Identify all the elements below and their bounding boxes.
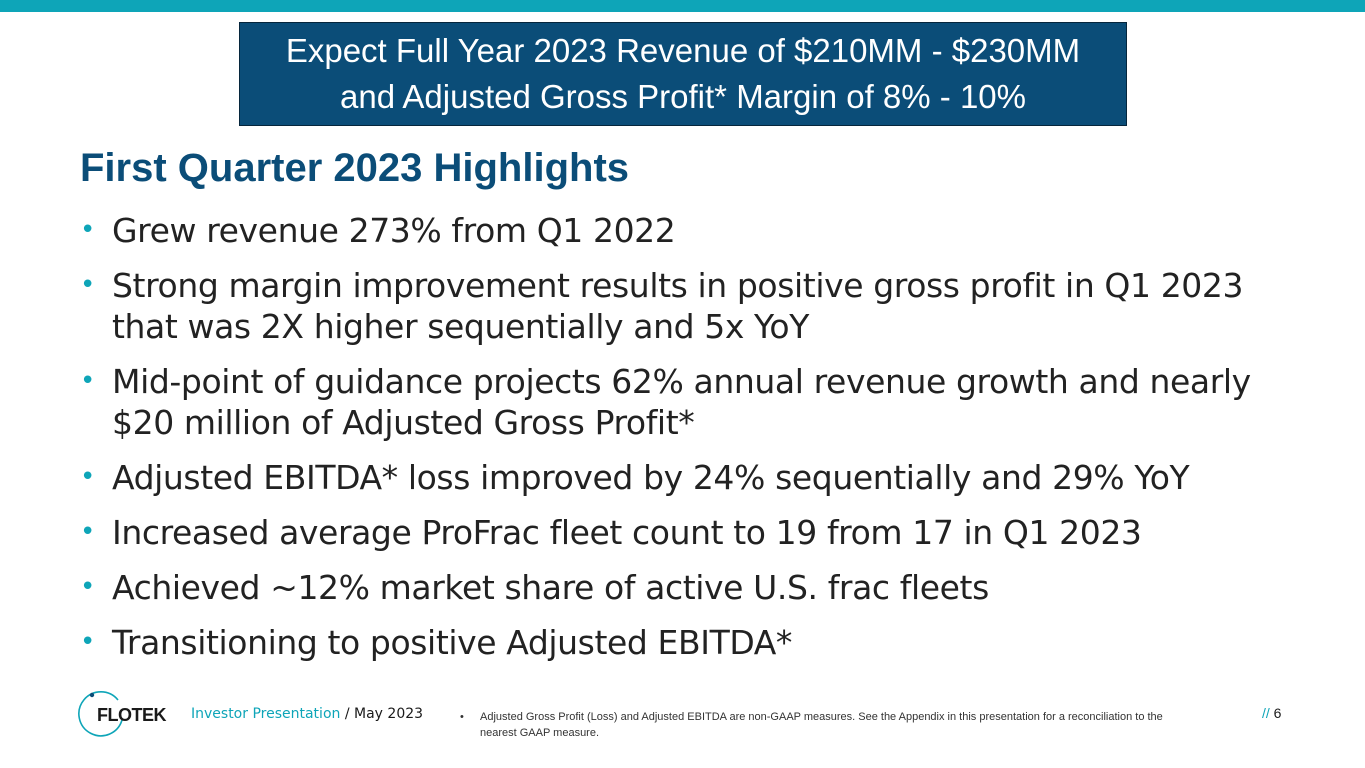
footer-date: May 2023 [354, 706, 424, 722]
list-item: • Grew revenue 273% from Q1 2022 [80, 210, 1320, 251]
bullet-icon: • [80, 627, 95, 657]
logo-text: FLOTEK [97, 705, 167, 725]
guidance-banner: Expect Full Year 2023 Revenue of $210MM … [239, 22, 1127, 126]
slide-title: First Quarter 2023 Highlights [80, 146, 630, 190]
footnote: • Adjusted Gross Profit (Loss) and Adjus… [460, 709, 1180, 741]
footer-presentation: Investor Presentation [191, 706, 341, 722]
bullet-text: Increased average ProFrac fleet count to… [112, 513, 1142, 552]
page-number-value: 6 [1273, 705, 1282, 721]
bullet-icon: • [80, 366, 95, 396]
footnote-bullet-icon: • [460, 711, 464, 723]
page-slashes: // [1262, 705, 1270, 721]
bullet-icon: • [80, 215, 95, 245]
bullet-text: Mid-point of guidance projects 62% annua… [112, 362, 1251, 401]
footer-label: Investor Presentation / May 2023 [191, 706, 423, 722]
footnote-text: Adjusted Gross Profit (Loss) and Adjuste… [480, 711, 1163, 739]
bullet-icon: • [80, 462, 95, 492]
highlights-list: • Grew revenue 273% from Q1 2022 • Stron… [80, 210, 1320, 663]
bullet-text: Achieved ~12% market share of active U.S… [112, 568, 989, 607]
bullet-icon: • [80, 572, 95, 602]
bullet-text: Adjusted EBITDA* loss improved by 24% se… [112, 458, 1190, 497]
bullet-text-continued: that was 2X higher sequentially and 5x Y… [112, 307, 809, 346]
bullet-text: Transitioning to positive Adjusted EBITD… [112, 623, 793, 662]
list-item: • Transitioning to positive Adjusted EBI… [80, 622, 1320, 663]
bullet-icon: • [80, 517, 95, 547]
page-number: // 6 [1262, 705, 1281, 721]
flotek-logo-icon [78, 691, 123, 737]
banner-line-1: Expect Full Year 2023 Revenue of $210MM … [285, 32, 1081, 69]
list-item: • Strong margin improvement results in p… [80, 265, 1320, 347]
list-item: • Increased average ProFrac fleet count … [80, 512, 1320, 553]
banner-line-2: and Adjusted Gross Profit* Margin of 8% … [339, 78, 1026, 115]
top-accent-bar [0, 0, 1365, 12]
bullet-text: Strong margin improvement results in pos… [112, 266, 1244, 305]
bullet-icon: • [80, 270, 95, 300]
bullet-text-continued: $20 million of Adjusted Gross Profit* [112, 403, 695, 442]
list-item: • Achieved ~12% market share of active U… [80, 567, 1320, 608]
footer-separator: / [340, 706, 355, 722]
bullet-text: Grew revenue 273% from Q1 2022 [112, 211, 676, 250]
list-item: • Adjusted EBITDA* loss improved by 24% … [80, 457, 1320, 498]
list-item: • Mid-point of guidance projects 62% ann… [80, 361, 1320, 443]
